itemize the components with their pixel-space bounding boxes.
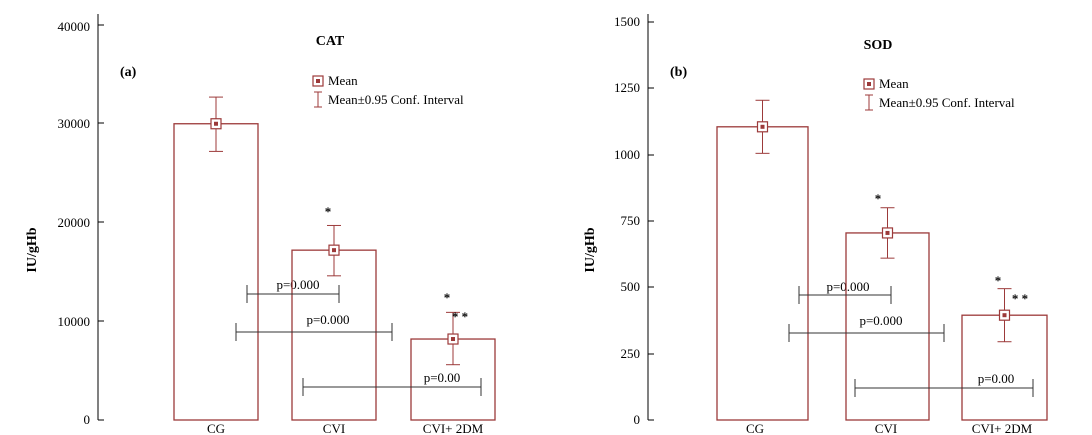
comparison-label: p=0.000 [306,312,349,327]
y-tick-label: 10000 [58,314,91,329]
y-axis-label: IU/gHb [583,227,598,272]
panel-label: (b) [670,65,687,80]
x-tick-label: CVI [875,421,897,435]
y-tick-label: 1000 [614,147,640,162]
significance-mark: * [875,191,882,206]
y-tick-label: 750 [621,213,641,228]
significance-mark: * [325,204,332,219]
significance-mark: * * [1012,291,1028,306]
significance-mark: * * [452,309,468,324]
x-tick-label: CG [746,421,764,435]
chart-marks [716,99,1048,421]
comparison-label: p=0.00 [978,371,1015,386]
legend-mean-dot [867,82,871,86]
x-tick-label: CVI+ 2DM [423,421,484,435]
legend-mean-dot [316,79,320,83]
mean-marker-dot [332,248,336,253]
mean-marker-dot [760,124,765,129]
comparison-label: p=0.00 [424,370,461,385]
y-tick-label: 0 [84,412,91,427]
legend-mean-label: Mean [879,76,909,91]
comparison-label: p=0.000 [859,313,902,328]
mean-marker-dot [885,230,890,235]
comparison-label: p=0.000 [276,277,319,292]
significance-marks: * * * * [788,191,1034,397]
chart-marks [173,96,496,421]
panel-sod: SOD (b) IU/gHb 0 250 500 750 1000 1250 1… [583,14,1048,435]
bar [173,123,259,421]
x-tick-label: CVI+ 2DM [972,421,1033,435]
x-tick-label: CVI [323,421,345,435]
y-tick-label: 1250 [614,80,640,95]
significance-mark: * [995,273,1002,288]
legend-mean-label: Mean [328,73,358,88]
legend-ci-label: Mean±0.95 Conf. Interval [328,92,464,107]
panel-cat: CAT (a) IU/gHb 0 10000 20000 30000 40000… [25,14,496,435]
y-tick-label: 40000 [58,19,91,34]
y-tick-label: 0 [634,412,641,427]
panel-label: (a) [120,65,137,80]
legend-mean-icon [312,75,324,87]
significance-marks: *** * [235,204,482,396]
y-tick-label: 20000 [58,215,91,230]
chart-title: SOD [864,38,893,53]
legend: Mean Mean±0.95 Conf. Interval [863,76,1015,111]
y-tick-label: 500 [621,279,641,294]
significance-mark: * [444,290,451,305]
legend: Mean Mean±0.95 Conf. Interval [312,73,464,108]
y-tick-label: 250 [621,346,641,361]
y-tick-label: 1500 [614,14,640,29]
mean-marker-dot [214,121,218,126]
mean-marker-dot [1002,313,1007,318]
y-axis-label: IU/gHb [25,227,40,272]
chart-title: CAT [316,34,345,49]
y-tick-label: 30000 [58,116,91,131]
mean-marker-dot [451,337,455,342]
comparison-label: p=0.000 [826,279,869,294]
bar [716,126,809,421]
legend-mean-icon [863,78,875,90]
legend-ci-label: Mean±0.95 Conf. Interval [879,95,1015,110]
x-tick-label: CG [207,421,225,435]
